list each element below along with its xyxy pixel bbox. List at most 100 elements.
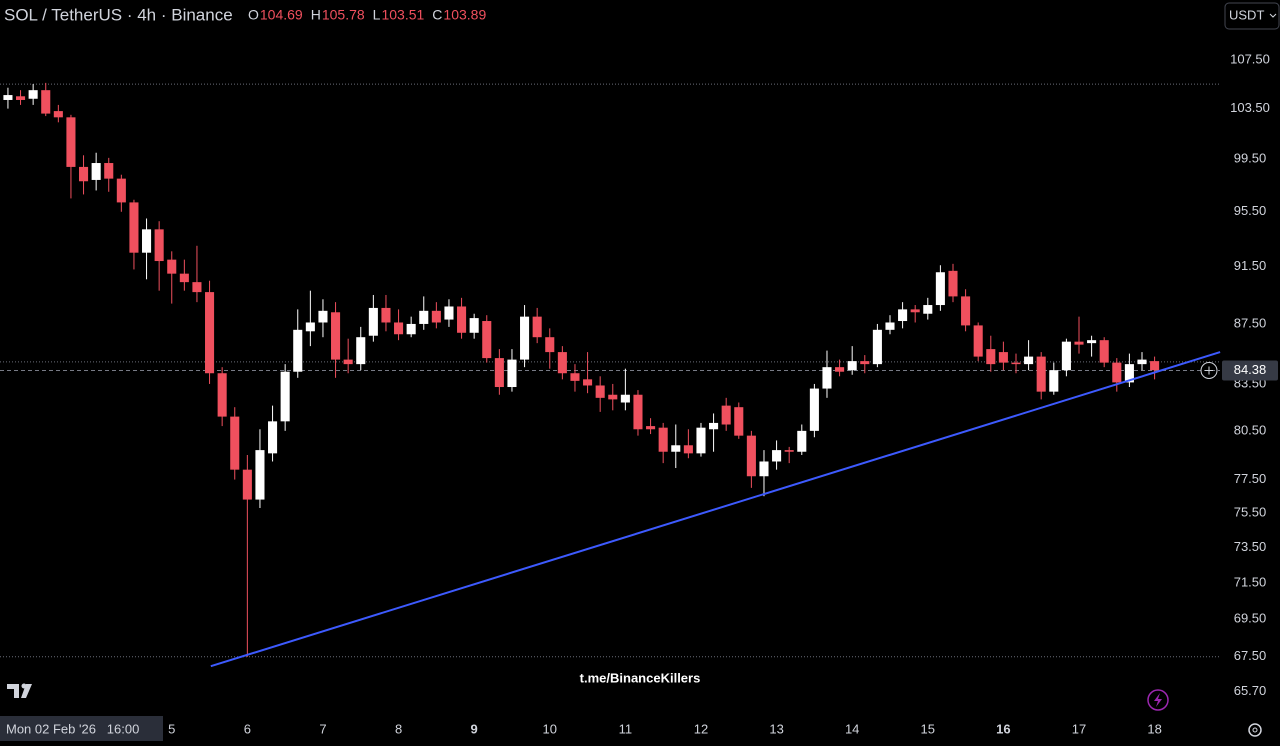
x-tick-label: 16 [996, 721, 1010, 736]
ohlc-key: C [432, 7, 442, 23]
candle-body [482, 321, 492, 359]
candle-body [1036, 356, 1046, 392]
add-alert-plus [1205, 366, 1213, 375]
candle-body [142, 229, 152, 253]
y-tick-label: 69.50 [1234, 611, 1267, 626]
x-tick-label: 11 [619, 721, 633, 736]
candle-body [557, 352, 567, 374]
candle-body [28, 90, 38, 99]
x-tick-label: 14 [845, 721, 859, 736]
ohlc-value: 105.78 [322, 7, 365, 23]
trendline [210, 351, 1221, 668]
crosshair-box [0, 716, 163, 741]
candle-body [91, 163, 101, 180]
y-tick-label: 65.70 [1234, 683, 1267, 698]
x-tick-label: 8 [395, 721, 402, 736]
candle-body [3, 95, 13, 100]
y-tick-label: 73.50 [1234, 539, 1267, 554]
candle-body [658, 427, 668, 452]
currency-label[interactable]: USDT [1229, 7, 1264, 22]
chevron [1269, 13, 1277, 18]
candle-body [847, 361, 857, 371]
candle-body [331, 312, 341, 360]
candle-body [532, 316, 542, 338]
candle-body [280, 371, 290, 422]
candle-body [268, 421, 278, 454]
x-tick-label: 12 [694, 721, 708, 736]
y-tick-label: 75.50 [1234, 505, 1267, 520]
candle-body [683, 445, 693, 454]
candle-body [217, 373, 227, 417]
candle-body [721, 405, 731, 425]
y-tick-label: 67.50 [1234, 648, 1267, 663]
x-tick-label: 5 [168, 721, 175, 736]
candle-body [318, 310, 328, 323]
add-alert-icon[interactable] [1200, 362, 1218, 380]
candle-body [935, 272, 945, 306]
candle-body [242, 469, 252, 500]
x-tick-label: 17 [1072, 721, 1086, 736]
add-alert-circle [1200, 362, 1218, 380]
plot-area [0, 82, 1221, 668]
currency-button[interactable] [1224, 2, 1280, 30]
candle-body [1124, 364, 1134, 383]
x-tick-label: 15 [921, 721, 935, 736]
last-price-label: 84.38 [1234, 362, 1267, 377]
candle-body [192, 282, 202, 293]
crosshair-label: Mon 02 Feb '26 16:00 [6, 721, 139, 736]
candle-body [709, 422, 719, 430]
candle-body [230, 416, 240, 470]
x-tick-label: 18 [1147, 721, 1161, 736]
y-tick-label: 87.50 [1234, 315, 1267, 330]
candle-body [885, 322, 895, 330]
candle-body [1087, 340, 1097, 344]
candle-body [79, 166, 89, 182]
candle-body [1024, 356, 1034, 365]
symbol-title: SOL / TetherUS · 4h · Binance [4, 5, 233, 24]
candle-body [1061, 341, 1071, 371]
candle-body [835, 367, 845, 372]
candle-body [809, 388, 819, 431]
candle-body [595, 385, 605, 398]
candle-body [104, 163, 114, 179]
candle-body [368, 307, 378, 336]
ohlc-value: 103.89 [443, 7, 486, 23]
x-tick-label: 13 [769, 721, 783, 736]
candle-body [1074, 341, 1084, 345]
candle-body [116, 178, 126, 203]
candle-body [973, 325, 983, 357]
candle-body [898, 309, 908, 322]
flash-icon[interactable] [1147, 689, 1169, 711]
candle-body [457, 306, 467, 333]
y-tick-label: 91.50 [1234, 258, 1267, 273]
y-tick-label: 77.50 [1234, 471, 1267, 486]
candle-body [570, 373, 580, 381]
candle-body [998, 352, 1008, 363]
candle-body [154, 229, 164, 262]
candle-body [860, 361, 870, 365]
candle-body [784, 450, 794, 452]
candle-body [545, 337, 555, 353]
candle-body [923, 305, 933, 314]
watermark: t.me/BinanceKillers [580, 670, 701, 685]
candle-body [431, 310, 441, 323]
settings-icon[interactable] [1248, 723, 1262, 737]
y-tick-label: 80.50 [1234, 422, 1267, 437]
y-tick-label: 103.50 [1230, 100, 1270, 115]
candle-body [986, 349, 996, 365]
candle-body [356, 337, 366, 365]
x-tick-label: 6 [244, 721, 251, 736]
candle-body [772, 450, 782, 462]
candle-body [734, 407, 744, 436]
candle-body [1137, 359, 1147, 365]
y-tick-label: 71.50 [1234, 574, 1267, 589]
ohlc-value: 103.51 [381, 7, 424, 23]
candle-body [583, 379, 593, 386]
last-price-box [1222, 360, 1278, 381]
y-tick-label: 107.50 [1230, 51, 1270, 66]
tv-logo [7, 683, 32, 698]
candle-body [66, 117, 76, 167]
candle-body [1049, 370, 1059, 392]
candle-body [406, 323, 416, 335]
